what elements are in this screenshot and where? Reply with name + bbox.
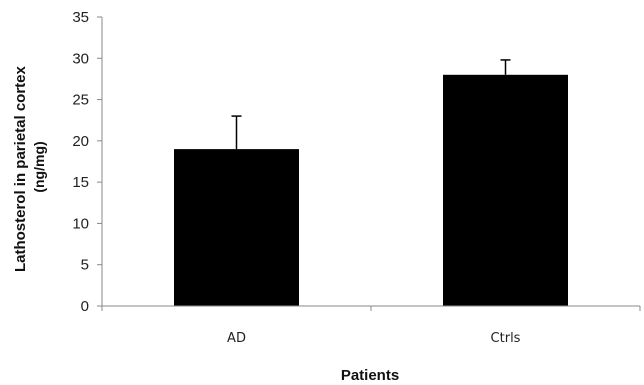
y-tick-label: 20 [72,133,89,150]
bar-ad [174,149,299,306]
y-axis-title: Lathosterol in parietal cortex (ng/mg) [12,62,47,272]
y-axis-title-line1: Lathosterol in parietal cortex [12,65,29,272]
y-tick-label: 35 [72,9,89,26]
y-tick-label: 5 [81,257,89,274]
x-axis-ticks: AD Ctrls [102,306,640,346]
x-tick-label-ctrls: Ctrls [491,331,521,346]
bar-ctrls [443,75,568,306]
y-tick-label: 15 [72,174,89,191]
bars [174,75,568,306]
y-axis-ticks: 0 5 10 15 20 25 30 35 [72,9,102,315]
y-tick-label: 30 [72,50,89,67]
x-tick-label-ad: AD [227,331,246,346]
y-tick-label: 10 [72,215,89,232]
y-tick-label: 0 [81,298,89,315]
y-axis-title-line2: (ng/mg) [31,141,47,192]
x-axis-title: Patients [341,367,399,384]
y-tick-label: 25 [72,92,89,109]
